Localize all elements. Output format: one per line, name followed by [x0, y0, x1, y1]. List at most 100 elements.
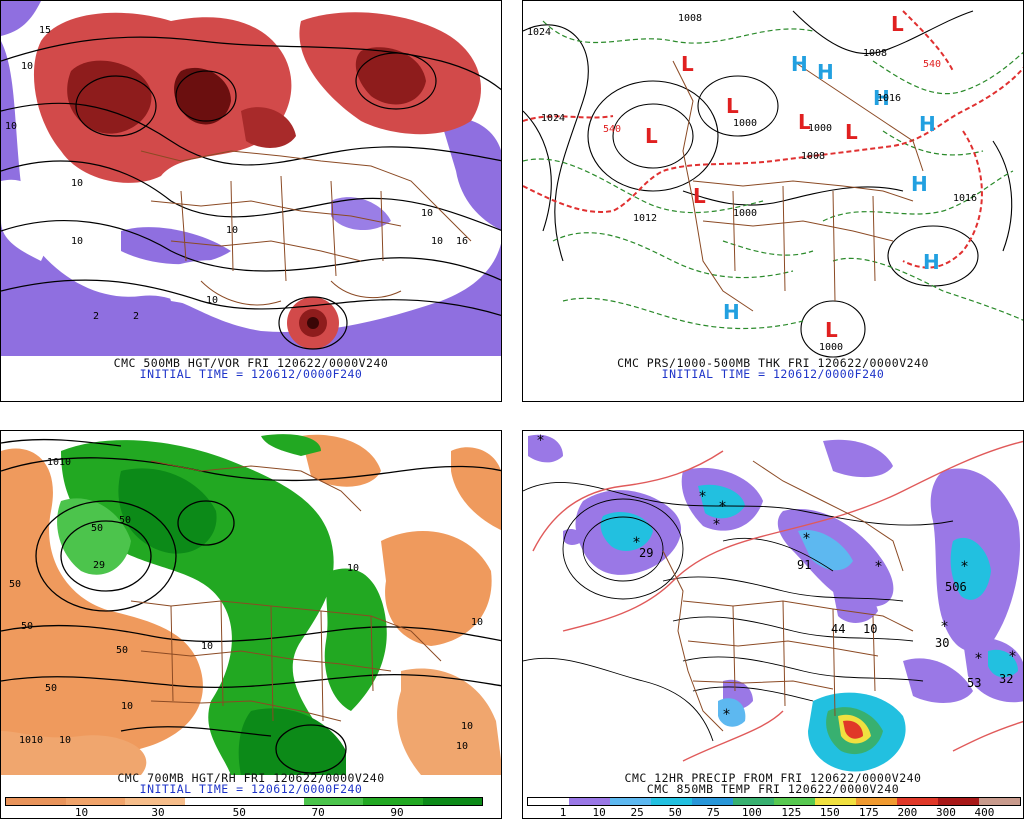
- contour-label: 10: [71, 178, 83, 189]
- panel-surface-pressure-thickness: L L L L L L L L H H H H H H H 1024 1024 …: [522, 0, 1024, 402]
- high-center: H: [817, 60, 834, 84]
- map-surface-pressure: L L L L L L L L H H H H H H H 1024 1024 …: [523, 1, 1023, 358]
- colorbar-segment: [422, 798, 482, 805]
- map-title: CMC 500MB HGT/VOR FRI 120622/0000V240: [113, 356, 389, 370]
- svg-text:*: *: [719, 499, 726, 515]
- contour-label: 10: [347, 563, 359, 574]
- contour-label: 10: [5, 121, 17, 132]
- colorbar-segment: [733, 798, 774, 805]
- low-center: L: [825, 318, 838, 342]
- colorbar-ticks: 10 30 50 70 90: [5, 806, 483, 818]
- colorbar-tick: 1: [559, 806, 567, 819]
- colorbar-segment: [692, 798, 733, 805]
- initial-time: INITIAL TIME = 120612/0000F240: [139, 782, 363, 796]
- colorbar-tick: 90: [390, 806, 404, 819]
- contour-label: 506: [945, 580, 967, 594]
- colorbar-segment: [979, 798, 1020, 805]
- colorbar-segment: [569, 798, 610, 805]
- thickness-label: 540: [923, 59, 941, 70]
- low-center: L: [693, 184, 706, 208]
- contour-label: 10: [201, 641, 213, 652]
- contour-label: 50: [9, 579, 21, 590]
- svg-text:*: *: [723, 707, 730, 723]
- colorbar-segment: [897, 798, 938, 805]
- thickness-label: 540: [603, 124, 621, 135]
- contour-label: 10: [456, 741, 468, 752]
- colorbar-segment: [856, 798, 897, 805]
- colorbar-segment: [528, 798, 569, 805]
- contour-label: 10: [421, 208, 433, 219]
- contour-label: 10: [461, 721, 473, 732]
- colorbar-tick: 400: [974, 806, 995, 819]
- colorbar-segment: [815, 798, 856, 805]
- colorbar-segment: [303, 798, 363, 805]
- initial-time: INITIAL TIME = 120612/0000F240: [139, 367, 363, 381]
- svg-text:*: *: [633, 535, 640, 551]
- contour-label: 10: [206, 295, 218, 306]
- colorbar-segment: [184, 798, 244, 805]
- contour-label: 1010: [19, 735, 43, 746]
- contour-label: 29: [639, 546, 653, 560]
- colorbar-tick: 50: [232, 806, 246, 819]
- isobar-label: 1024: [527, 27, 551, 38]
- svg-text:*: *: [961, 559, 968, 575]
- map-title: CMC 12HR PRECIP FROM FRI 120622/0000V240: [624, 771, 922, 785]
- high-center: H: [873, 86, 890, 110]
- contour-label: 16: [456, 236, 468, 247]
- high-center: H: [911, 172, 928, 196]
- svg-text:*: *: [699, 489, 706, 505]
- contour-label: 10: [59, 735, 71, 746]
- map-precip-temp: * * * * * * * * * * * * 29 91 44 10 30 53 32 506: [523, 431, 1023, 775]
- precip-colorbar: [527, 797, 1021, 806]
- colorbar-tick: 10: [74, 806, 89, 819]
- map-subtitle: CMC 850MB TEMP FRI 120622/0000V240: [646, 782, 900, 796]
- isobar-label: 1000: [733, 208, 757, 219]
- contour-label: 50: [119, 515, 131, 526]
- isobar-label: 1012: [633, 213, 657, 224]
- high-center: H: [919, 112, 936, 136]
- svg-text:*: *: [941, 619, 948, 635]
- low-center: L: [845, 120, 858, 144]
- isobar-label: 1016: [953, 193, 977, 204]
- low-center: L: [891, 12, 904, 36]
- high-center: H: [791, 52, 808, 76]
- colorbar-segment: [65, 798, 125, 805]
- svg-text:*: *: [803, 531, 810, 547]
- colorbar-tick: 150: [819, 806, 840, 819]
- colorbar-tick: 70: [311, 806, 325, 819]
- map-700mb-rh: 1010 50 50 29 50 50 10 10 10 10 1010 10 …: [1, 431, 501, 775]
- contour-label: 10: [71, 236, 83, 247]
- isobar-label: 1008: [678, 13, 702, 24]
- colorbar-tick: 10: [592, 806, 606, 819]
- initial-time: INITIAL TIME = 120612/0000F240: [661, 367, 885, 381]
- colorbar-tick: 75: [706, 806, 720, 819]
- isobar-label: 1000: [808, 123, 832, 134]
- contour-label: 10: [863, 622, 877, 636]
- colorbar-tick: 200: [897, 806, 918, 819]
- panel-precip-850mb-temp: * * * * * * * * * * * * 29 91 44 10 30 53 32 506…: [522, 430, 1024, 819]
- colorbar-segment: [244, 798, 304, 805]
- svg-text:*: *: [537, 433, 544, 449]
- temperature-contour: [562, 440, 1023, 632]
- vorticity-red-field: [33, 12, 292, 183]
- svg-text:*: *: [975, 651, 982, 667]
- contour-label: 44: [831, 622, 845, 636]
- low-center: L: [726, 94, 739, 118]
- colorbar-segment: [774, 798, 815, 805]
- isobar-label: 1000: [819, 342, 843, 353]
- low-center: L: [645, 124, 658, 148]
- contour-label: 50: [91, 523, 103, 534]
- isobar-label: 1000: [733, 118, 757, 129]
- svg-text:*: *: [875, 559, 882, 575]
- isobar-label: 1024: [541, 113, 565, 124]
- colorbar-tick: 175: [858, 806, 879, 819]
- vorticity-purple-field: [1, 41, 501, 356]
- colorbar-segment: [125, 798, 185, 805]
- colorbar-tick: 100: [741, 806, 762, 819]
- isobar-label: 1016: [877, 93, 901, 104]
- contour-label: 50: [45, 683, 57, 694]
- contour-label: 50: [21, 621, 33, 632]
- contour-label: 15: [39, 25, 51, 36]
- isobar-label: 1008: [801, 151, 825, 162]
- colorbar-ticks: 1 10 25 50 75 100 125 150 175 200 300 40…: [527, 806, 1021, 818]
